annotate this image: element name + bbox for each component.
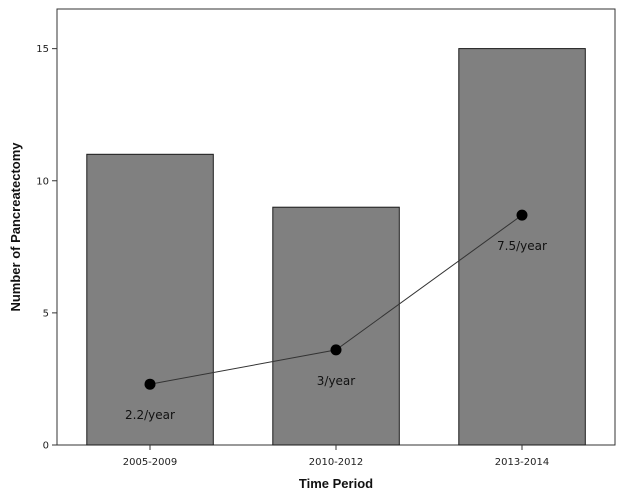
y-axis-title: Number of Pancreatectomy [8, 142, 23, 312]
y-tick-label: 5 [43, 308, 49, 319]
y-tick-label: 10 [36, 176, 49, 187]
bar-2010-2012 [272, 206, 400, 446]
rate-marker [330, 344, 342, 356]
rate-marker [516, 209, 528, 221]
rate-marker [144, 378, 156, 390]
y-tick-label: 0 [43, 441, 49, 452]
x-tick-label: 2013-2014 [495, 457, 550, 468]
rate-data-label: 2.2/year [125, 408, 175, 422]
y-axis: 0 5 10 15 [36, 44, 57, 452]
line-layer: 2.2/year 3/year 7.5/year [125, 209, 547, 422]
x-tick-label: 2010-2012 [309, 457, 364, 468]
y-tick-label: 15 [36, 44, 49, 55]
bar-2013-2014 [458, 48, 586, 446]
rate-data-label: 3/year [317, 374, 356, 388]
x-axis-title: Time Period [299, 476, 373, 490]
bars-layer [86, 48, 586, 446]
x-tick-label: 2005-2009 [123, 457, 178, 468]
bar-2005-2009 [86, 153, 214, 446]
rate-data-label: 7.5/year [497, 239, 547, 253]
x-axis: 2005-2009 2010-2012 2013-2014 [123, 445, 550, 468]
